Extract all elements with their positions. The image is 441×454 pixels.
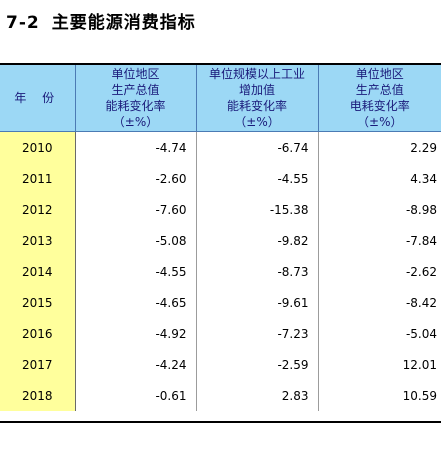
year-cell: 2011 [0, 163, 76, 194]
gdp-energy-cell: -7.60 [75, 194, 197, 225]
year-cell: 2014 [0, 256, 76, 287]
gdp-energy-cell: -0.61 [75, 380, 197, 411]
gdp-energy-cell: -4.24 [75, 349, 197, 380]
gdp-electricity-cell: -2.62 [405, 264, 437, 279]
gdp-energy-cell: -4.65 [75, 287, 197, 318]
gdp-electricity-cell: -8.42 [405, 295, 437, 310]
table-row: 2013 -5.08 -9.82 -7.84 [0, 225, 441, 256]
gdp-electricity-cell: 10.59 [402, 388, 437, 403]
year-cell: 2012 [0, 194, 76, 225]
industry-energy-cell: -4.55 [196, 163, 319, 194]
page-title: 7-2 主要能源消费指标 [6, 8, 196, 33]
table-row: 2017 -4.24 -2.59 12.01 [0, 349, 441, 380]
year-cell: 2016 [0, 318, 76, 349]
header-gdp-electricity-change: 单位地区 生产总值 电耗变化率 （±%） [318, 65, 441, 132]
gdp-electricity-cell: 2.29 [410, 140, 437, 155]
industry-energy-cell: -6.74 [196, 131, 319, 163]
gdp-electricity-cell: -7.84 [405, 233, 437, 248]
header-year: 年 份 [0, 65, 76, 132]
table-row: 2011 -2.60 -4.55 4.34 [0, 163, 441, 194]
table-number: 7-2 [6, 13, 40, 33]
year-cell: 2010 [0, 131, 76, 163]
industry-energy-cell: 2.83 [196, 380, 319, 411]
industry-energy-cell: -15.38 [196, 194, 319, 225]
industry-energy-cell: -7.23 [196, 318, 319, 349]
gdp-energy-cell: -5.08 [75, 225, 197, 256]
gdp-energy-cell: -2.60 [75, 163, 197, 194]
table-row: 2016 -4.92 -7.23 -5.04 [0, 318, 441, 349]
gdp-electricity-cell: 4.34 [410, 171, 437, 186]
industry-energy-cell: -9.82 [196, 225, 319, 256]
header-industry-energy-change: 单位规模以上工业 增加值 能耗变化率 （±%） [196, 65, 319, 132]
year-cell: 2018 [0, 380, 76, 411]
table-row: 2014 -4.55 -8.73 -2.62 [0, 256, 441, 287]
table-row: 2012 -7.60 -15.38 -8.98 [0, 194, 441, 225]
header-gdp-energy-change: 单位地区 生产总值 能耗变化率 （±%） [75, 65, 197, 132]
gdp-electricity-cell: -5.04 [405, 326, 437, 341]
table-title: 主要能源消费指标 [51, 13, 196, 33]
gdp-energy-cell: -4.55 [75, 256, 197, 287]
gdp-electricity-cell: 12.01 [402, 357, 437, 372]
year-cell: 2015 [0, 287, 76, 318]
table-row: 2018 -0.61 2.83 10.59 [0, 380, 441, 411]
header-row: 年 份 单位地区 生产总值 能耗变化率 （±%） 单位规模以上工业 增加值 能耗… [0, 65, 441, 132]
year-cell: 2017 [0, 349, 76, 380]
industry-energy-cell: -9.61 [196, 287, 319, 318]
bottom-rule [0, 421, 441, 423]
table-row: 2010 -4.74 -6.74 2.29 [0, 131, 441, 163]
industry-energy-cell: -8.73 [196, 256, 319, 287]
gdp-electricity-cell: -8.98 [405, 202, 437, 217]
year-cell: 2013 [0, 225, 76, 256]
gdp-energy-cell: -4.74 [75, 131, 197, 163]
table-row: 2015 -4.65 -9.61 -8.42 [0, 287, 441, 318]
industry-energy-cell: -2.59 [196, 349, 319, 380]
gdp-energy-cell: -4.92 [75, 318, 197, 349]
energy-indicator-table: 年 份 单位地区 生产总值 能耗变化率 （±%） 单位规模以上工业 增加值 能耗… [0, 65, 441, 411]
top-rule [0, 63, 441, 65]
